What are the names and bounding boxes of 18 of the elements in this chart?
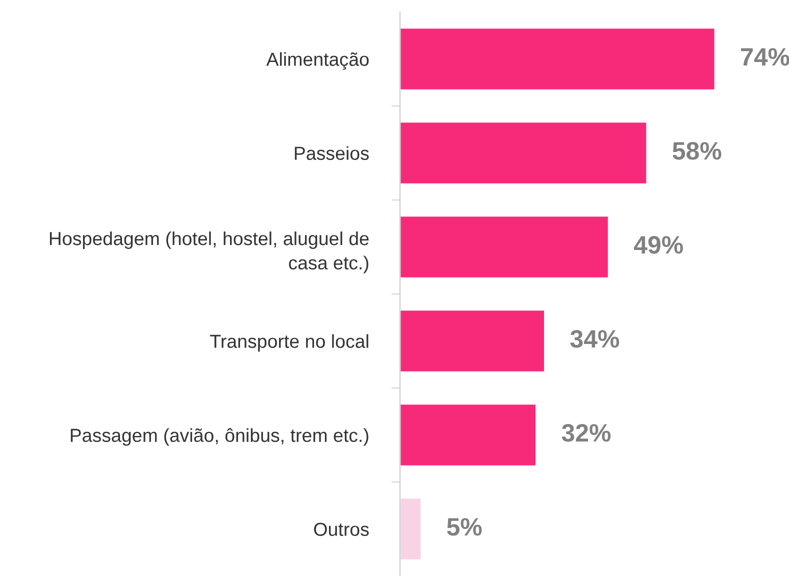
y-tick-label: Hospedagem (hotel, hostel, aluguel de casa etc.) [50,231,369,274]
bar [400,121,648,185]
y-tick-label: Passeios [294,146,369,160]
y-tick-label: Passagem (avião, ônibus, trem etc.) [70,428,368,446]
bar [400,497,422,561]
data-label: 49% [634,236,683,254]
y-tick-label: Alimentação [266,52,369,70]
data-label: 32% [562,424,611,442]
data-label: 74% [741,48,789,66]
data-label: 34% [570,330,620,348]
y-tick-label: Transporte no local [210,334,368,352]
bar [400,27,716,91]
bar [400,309,546,373]
data-label: 58% [672,142,722,160]
data-label: 5% [447,518,482,536]
y-tick-label: Outros [314,522,369,536]
bar [400,215,610,279]
bar [400,403,537,467]
